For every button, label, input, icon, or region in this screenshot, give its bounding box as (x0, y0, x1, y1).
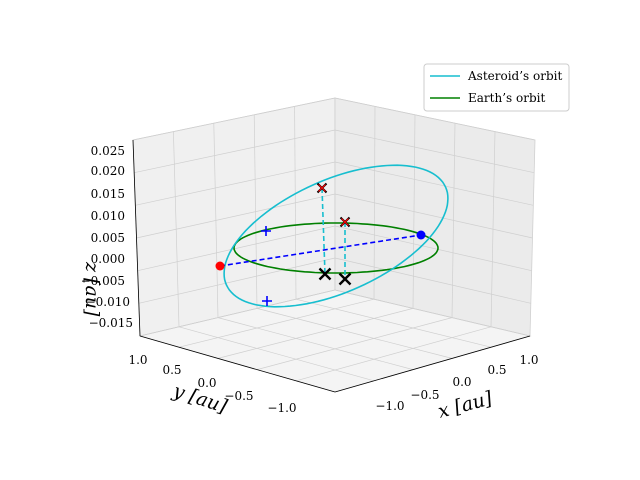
series-layer (219, 164, 449, 308)
grid-line-floor-a (217, 308, 414, 359)
z-tick-label: 0.010 (91, 209, 125, 223)
grid-line-right-v (373, 106, 376, 300)
series-asteroid-orbit (223, 164, 449, 308)
marker-x (341, 218, 349, 226)
marker-dot (215, 261, 225, 271)
legend-label-asteroid: Asteroid’s orbit (467, 69, 562, 83)
grid-line-floor-b (178, 326, 375, 382)
grid-line-left-v (213, 123, 219, 318)
tick-labels: 0.025 0.020 0.015 0.010 0.005 0.000 −0.005 −0.0… (81, 144, 539, 415)
x-tick-label: −0.5 (410, 388, 439, 402)
grid-line-floor-a (178, 298, 375, 348)
grid-line-right-h (334, 225, 532, 272)
grid-line-floor-b (295, 298, 492, 348)
connector-dashed-cyan-1 (321, 187, 326, 275)
z-axis-label: z [au] (81, 261, 103, 317)
z-tick-label: −0.005 (81, 274, 125, 288)
grid-line-left-h (136, 193, 336, 239)
y-axis-line (139, 335, 336, 393)
grid-line-left-h (138, 257, 336, 304)
grid-line-right-h (334, 161, 534, 206)
z-tick-label: 0.020 (91, 164, 125, 178)
grid-line-right-h (334, 257, 531, 304)
legend-label-earth: Earth’s orbit (468, 91, 545, 105)
grid-line-left-h (134, 129, 336, 174)
z-axis-line (132, 139, 141, 337)
grid-line-right-h (334, 97, 536, 141)
marker-x-outline (338, 272, 352, 286)
x-tick-label: 1.0 (519, 353, 538, 367)
z-tick-label: −0.010 (86, 295, 130, 309)
legend: Asteroid’s orbit Earth’s orbit (423, 63, 570, 112)
marker-x (318, 184, 326, 192)
marker-x-outline (318, 267, 332, 281)
grid-line-left-v (253, 114, 258, 309)
grid-line-left-h (137, 225, 336, 272)
grid-line-right-v (490, 131, 496, 327)
z-tick-label: 0.015 (91, 187, 125, 201)
z-tick-label: 0.005 (91, 231, 125, 245)
y-tick-label: 0.5 (162, 363, 181, 377)
grid-line-left-v (173, 131, 180, 327)
grid-lines (132, 97, 536, 382)
y-tick-label: 1.0 (128, 353, 147, 367)
grid-line-right-v (412, 114, 416, 309)
grid-line-left-h (139, 289, 336, 337)
marker-plus (261, 226, 271, 236)
grid-line-floor-a (295, 326, 492, 382)
grid-line-left-h (132, 97, 336, 141)
grid-line-left-v (294, 106, 297, 300)
grid-line-floor-b (217, 317, 414, 370)
series-earth-orbit (233, 222, 439, 274)
grid-line-floor-b (256, 308, 453, 359)
grid-line-right-h (334, 129, 535, 174)
x-tick-label: 0.0 (452, 375, 471, 389)
grid-line-left-h (135, 161, 336, 206)
grid-line-floor-a (256, 317, 453, 370)
x-axis-line (334, 335, 531, 393)
y-tick-label: −1.0 (267, 401, 296, 415)
x-axis-label: x [au] (436, 387, 496, 423)
connector-dashed-blue (219, 234, 422, 267)
legend-frame (423, 63, 570, 112)
grid-line-right-v (451, 123, 456, 318)
marker-plus (262, 296, 272, 306)
z-tick-label: 0.025 (91, 144, 125, 158)
grid-line-right-h (334, 289, 531, 337)
y-tick-label: −0.5 (224, 389, 253, 403)
z-tick-label: −0.015 (89, 316, 133, 330)
marker-layer (215, 182, 426, 306)
grid-line-right-h (334, 193, 533, 239)
z-tick-label: 0.000 (91, 252, 125, 266)
x-tick-label: 0.5 (487, 363, 506, 377)
x-tick-label: −1.0 (375, 399, 404, 413)
y-tick-label: 0.0 (197, 376, 216, 390)
marker-dot (416, 230, 426, 240)
